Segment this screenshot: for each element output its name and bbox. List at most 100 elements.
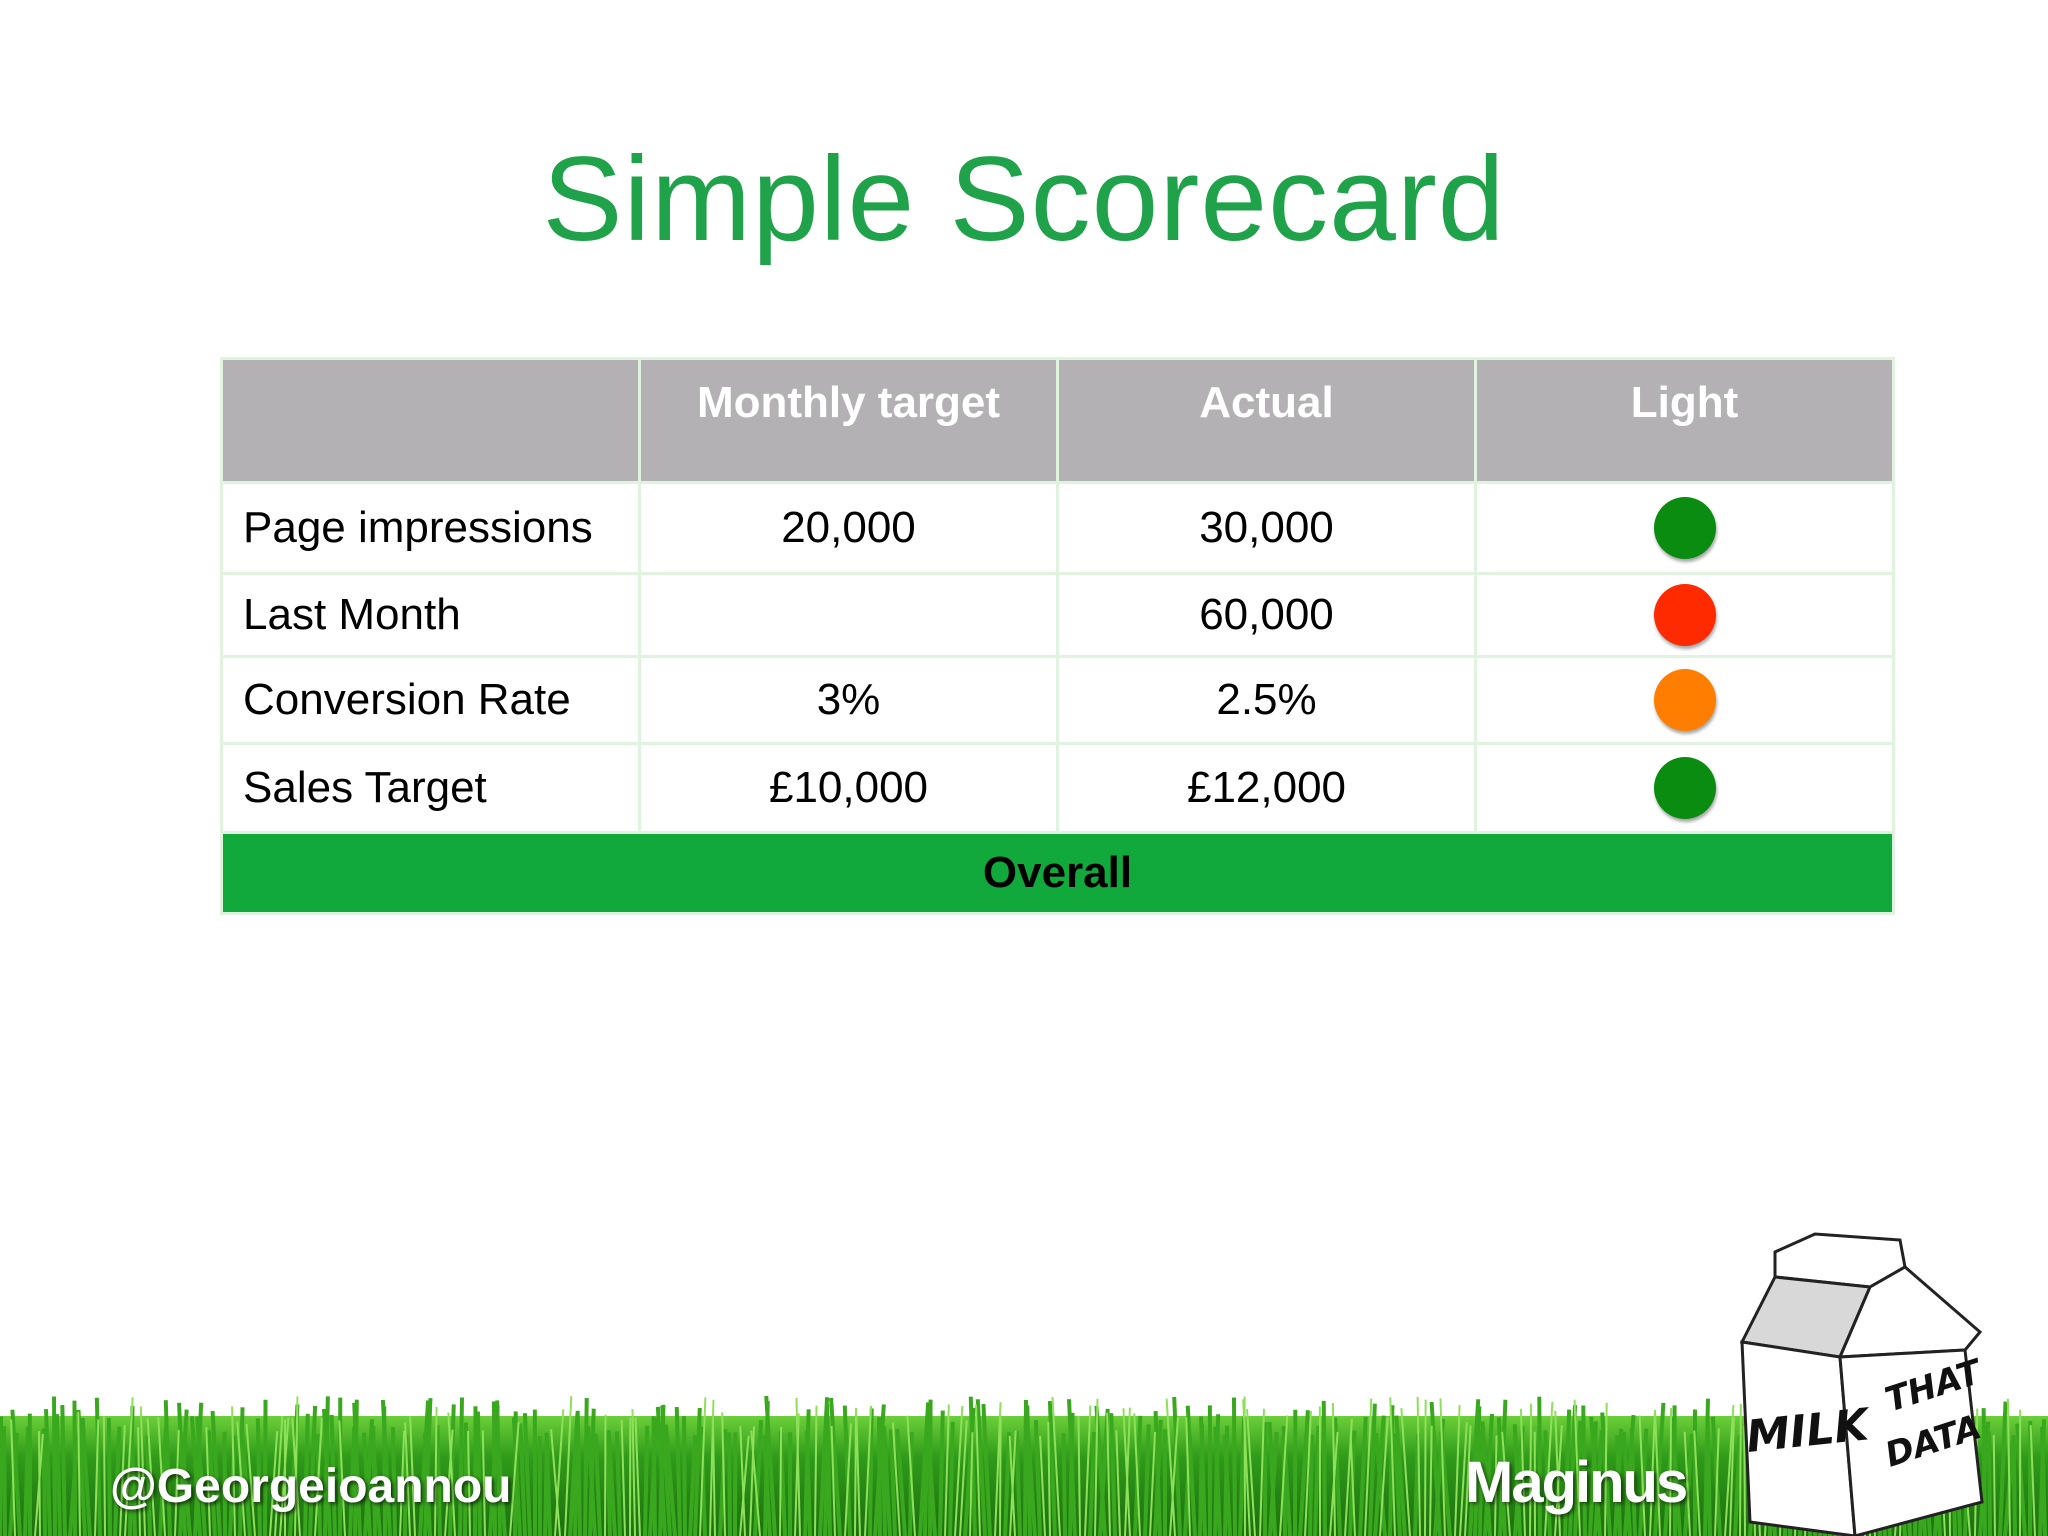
grass-blade bbox=[1172, 1396, 1182, 1536]
grass-blade bbox=[1501, 1431, 1511, 1536]
grass-blade bbox=[458, 1397, 464, 1536]
grass-blade bbox=[418, 1400, 431, 1536]
brand-logo: Maginus bbox=[1465, 1450, 1688, 1515]
grass-blade bbox=[522, 1413, 532, 1536]
grass-blade bbox=[80, 1417, 92, 1536]
grass-blade bbox=[0, 1416, 4, 1536]
grass-blade bbox=[179, 1432, 192, 1536]
traffic-light-green-icon bbox=[1653, 497, 1716, 559]
grass-blade bbox=[948, 1421, 955, 1536]
grass-blade bbox=[906, 1415, 916, 1536]
grass-blade bbox=[1039, 1435, 1046, 1536]
grass-blade bbox=[157, 1417, 166, 1536]
grass-blade bbox=[1496, 1417, 1507, 1536]
slide-title: Simple Scorecard bbox=[542, 132, 1506, 266]
grass-blade bbox=[575, 1410, 582, 1536]
grass-blade bbox=[938, 1410, 945, 1536]
grass-blade bbox=[693, 1407, 702, 1536]
grass-blade bbox=[210, 1410, 222, 1536]
grass-blade bbox=[481, 1430, 486, 1536]
grass-blade bbox=[1122, 1408, 1131, 1536]
grass-blade bbox=[1459, 1421, 1468, 1536]
grass-blade bbox=[1563, 1409, 1572, 1536]
grass-blade bbox=[518, 1423, 527, 1536]
grass-blade bbox=[228, 1435, 237, 1536]
grass-blade bbox=[925, 1416, 937, 1536]
grass-blade bbox=[1464, 1425, 1472, 1536]
grass-blade bbox=[586, 1426, 597, 1536]
grass-blade bbox=[1153, 1411, 1162, 1536]
grass-blade bbox=[2029, 1425, 2036, 1536]
actual-value: £12,000 bbox=[1056, 742, 1477, 834]
grass-blade bbox=[422, 1432, 432, 1536]
grass-blade bbox=[1670, 1432, 1682, 1536]
grass-blade bbox=[1683, 1433, 1694, 1536]
grass-blade bbox=[1014, 1431, 1022, 1536]
grass-blade bbox=[954, 1405, 964, 1536]
grass-blade bbox=[1729, 1416, 1735, 1536]
grass-blade bbox=[699, 1397, 707, 1536]
grass-blade bbox=[2015, 1423, 2027, 1536]
grass-blade bbox=[189, 1416, 202, 1536]
grass-blade bbox=[891, 1422, 901, 1536]
grass-blade bbox=[1581, 1405, 1587, 1536]
metric-label: Last Month bbox=[220, 572, 641, 658]
grass-blade bbox=[1246, 1408, 1256, 1536]
grass-blade bbox=[1621, 1431, 1632, 1536]
light-cell bbox=[1474, 655, 1895, 745]
grass-blade bbox=[54, 1414, 62, 1536]
grass-blade bbox=[361, 1432, 372, 1536]
grass-blade bbox=[2011, 1435, 2017, 1536]
grass-blade bbox=[969, 1432, 974, 1536]
grass-blade bbox=[263, 1399, 268, 1536]
grass-blade bbox=[1298, 1410, 1310, 1536]
grass-blade bbox=[1304, 1410, 1312, 1536]
grass-blade bbox=[606, 1430, 617, 1536]
light-cell bbox=[1474, 481, 1895, 575]
grass-blade bbox=[1281, 1425, 1292, 1536]
grass-blade bbox=[749, 1426, 756, 1536]
grass-blade bbox=[1026, 1430, 1037, 1536]
grass-blade bbox=[1213, 1426, 1222, 1536]
grass-blade bbox=[1238, 1416, 1247, 1536]
grass-blade bbox=[895, 1428, 907, 1536]
grass-blade bbox=[10, 1409, 22, 1536]
grass-blade bbox=[1653, 1402, 1666, 1536]
header-monthly-target: Monthly target bbox=[638, 357, 1059, 484]
twitter-handle: @Georgeioannou bbox=[110, 1460, 512, 1513]
grass-blade bbox=[174, 1429, 180, 1536]
grass-blade bbox=[888, 1429, 897, 1536]
grass-blade bbox=[255, 1418, 262, 1536]
grass-blade bbox=[830, 1425, 836, 1536]
grass-blade bbox=[1094, 1398, 1099, 1536]
grass-blade bbox=[814, 1405, 818, 1536]
grass-blade bbox=[1394, 1415, 1407, 1536]
grass-blade bbox=[1231, 1397, 1237, 1536]
grass-blade bbox=[1392, 1433, 1402, 1536]
grass-blade bbox=[1008, 1435, 1016, 1536]
header-light: Light bbox=[1474, 357, 1895, 484]
grass-blade bbox=[1512, 1424, 1522, 1536]
grass-blade bbox=[195, 1416, 207, 1536]
grass-blade bbox=[1638, 1415, 1646, 1536]
grass-blade bbox=[1088, 1431, 1097, 1536]
grass-blade bbox=[23, 1426, 31, 1536]
grass-blade bbox=[975, 1404, 981, 1536]
grass-blade bbox=[113, 1426, 122, 1536]
table-row: Last Month 60,000 bbox=[220, 572, 1895, 658]
grass-blade bbox=[1669, 1407, 1673, 1536]
grass-blade bbox=[554, 1409, 565, 1536]
grass-blade bbox=[864, 1405, 873, 1536]
grass-blade bbox=[614, 1431, 622, 1536]
grass-blade bbox=[231, 1406, 236, 1536]
grass-blade bbox=[1185, 1405, 1197, 1536]
grass-blade bbox=[550, 1429, 561, 1536]
grass-blade bbox=[52, 1396, 57, 1536]
grass-blade bbox=[1981, 1408, 1987, 1536]
grass-blade bbox=[1593, 1430, 1605, 1536]
grass-blade bbox=[1109, 1413, 1117, 1536]
table-row: Page impressions 20,000 30,000 bbox=[220, 481, 1895, 575]
header-actual: Actual bbox=[1056, 357, 1477, 484]
grass-blade bbox=[1279, 1415, 1289, 1536]
grass-blade bbox=[631, 1409, 636, 1536]
